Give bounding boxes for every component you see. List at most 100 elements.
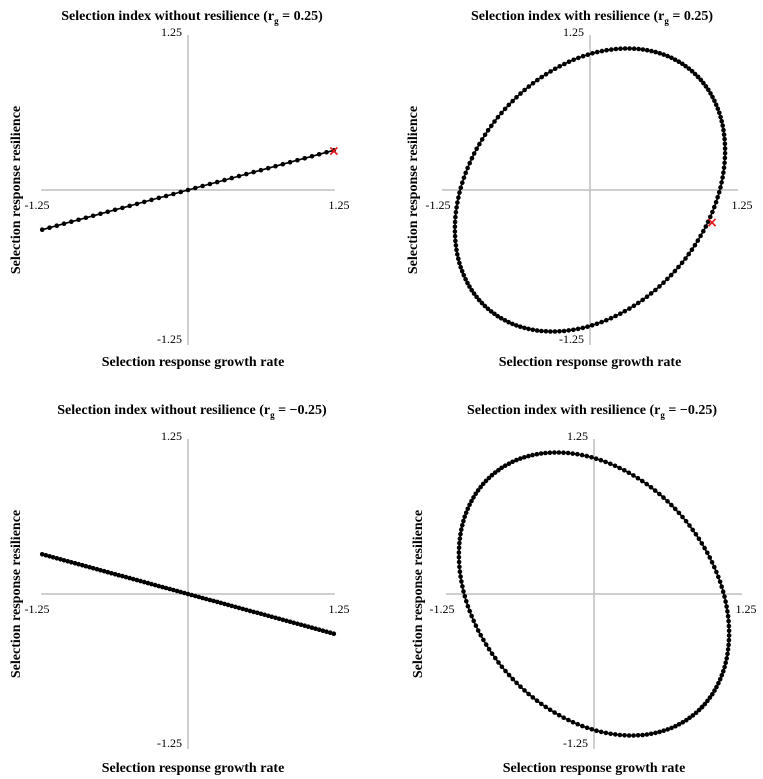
data-point bbox=[679, 260, 685, 266]
data-point bbox=[534, 328, 540, 333]
y-axis-label: Selection response resilience bbox=[9, 106, 24, 274]
data-point bbox=[673, 723, 678, 729]
data-point bbox=[668, 272, 674, 278]
data-point bbox=[160, 584, 165, 590]
data-point bbox=[502, 318, 508, 323]
data-point bbox=[722, 594, 727, 599]
data-point bbox=[585, 324, 590, 330]
data-point bbox=[725, 647, 731, 652]
data-point bbox=[703, 224, 709, 229]
data-point bbox=[723, 660, 728, 665]
data-point bbox=[680, 720, 686, 725]
data-point bbox=[522, 455, 527, 460]
data-point bbox=[725, 614, 731, 619]
data-point bbox=[698, 233, 703, 239]
data-point bbox=[518, 324, 523, 330]
data-point bbox=[543, 704, 548, 710]
data-point bbox=[499, 465, 505, 471]
data-point bbox=[518, 684, 523, 689]
data-point bbox=[486, 646, 492, 652]
data-point bbox=[510, 321, 515, 327]
data-point bbox=[680, 514, 685, 520]
data-point bbox=[721, 170, 726, 175]
data-point bbox=[724, 604, 729, 609]
data-point bbox=[54, 223, 60, 228]
data-point bbox=[708, 214, 713, 220]
data-point bbox=[149, 197, 154, 203]
data-point bbox=[302, 156, 308, 161]
data-point bbox=[54, 556, 60, 561]
data-point bbox=[598, 457, 604, 463]
data-point bbox=[58, 557, 63, 562]
data-point bbox=[225, 602, 231, 608]
data-point bbox=[453, 210, 459, 215]
x-tick-min: -1.25 bbox=[25, 198, 50, 212]
data-point bbox=[640, 478, 645, 484]
data-point bbox=[331, 631, 337, 636]
data-point bbox=[530, 327, 536, 333]
data-point bbox=[469, 498, 474, 504]
data-point bbox=[116, 572, 121, 578]
data-point bbox=[657, 729, 662, 735]
data-point bbox=[120, 205, 125, 211]
data-point bbox=[462, 514, 468, 520]
data-point bbox=[557, 329, 562, 334]
data-point bbox=[461, 589, 466, 594]
data-point bbox=[608, 731, 613, 737]
title-suffix: = 0.25) bbox=[279, 9, 323, 24]
data-point bbox=[488, 309, 494, 314]
data-point bbox=[613, 313, 618, 319]
data-point bbox=[526, 84, 532, 89]
data-point bbox=[686, 251, 691, 257]
data-point bbox=[534, 698, 540, 703]
x-tick-max: 1.25 bbox=[329, 198, 350, 212]
data-point bbox=[604, 47, 609, 53]
data-point bbox=[273, 615, 278, 621]
data-point bbox=[548, 69, 553, 74]
data-point bbox=[90, 213, 96, 219]
data-point bbox=[131, 576, 136, 582]
data-point bbox=[178, 189, 183, 195]
data-point bbox=[710, 209, 715, 215]
data-point bbox=[98, 211, 103, 217]
data-point bbox=[705, 698, 710, 704]
data-point bbox=[552, 66, 558, 72]
data-point bbox=[713, 102, 719, 107]
data-point bbox=[653, 730, 658, 736]
data-point bbox=[134, 201, 140, 207]
data-point bbox=[287, 619, 293, 625]
data-point bbox=[710, 94, 715, 100]
data-point bbox=[695, 238, 701, 243]
data-point bbox=[556, 450, 562, 455]
y-tick-min: -1.25 bbox=[559, 332, 584, 346]
data-point bbox=[467, 608, 473, 614]
data-point bbox=[214, 179, 220, 185]
data-point bbox=[565, 450, 571, 456]
data-point bbox=[686, 66, 692, 71]
data-point bbox=[680, 61, 685, 67]
data-point bbox=[244, 607, 249, 613]
data-point bbox=[452, 233, 458, 239]
data-point bbox=[306, 624, 311, 629]
data-point bbox=[665, 499, 670, 504]
data-point bbox=[622, 46, 628, 51]
data-point bbox=[687, 523, 692, 528]
data-point bbox=[635, 733, 641, 738]
data-point bbox=[585, 52, 591, 57]
data-point bbox=[142, 579, 147, 585]
data-point bbox=[171, 587, 176, 593]
data-point bbox=[627, 46, 632, 51]
data-point bbox=[87, 564, 92, 570]
data-point bbox=[142, 199, 147, 205]
title-subscript: g bbox=[270, 410, 275, 420]
data-point bbox=[613, 732, 618, 737]
data-point bbox=[61, 221, 67, 226]
data-point bbox=[465, 165, 470, 171]
data-point bbox=[676, 722, 682, 727]
x-axis-label: Selection response growth rate bbox=[102, 761, 285, 776]
data-point bbox=[712, 688, 717, 693]
data-point bbox=[657, 51, 662, 56]
data-point bbox=[473, 623, 479, 628]
data-point bbox=[518, 91, 523, 96]
data-point bbox=[575, 721, 580, 727]
